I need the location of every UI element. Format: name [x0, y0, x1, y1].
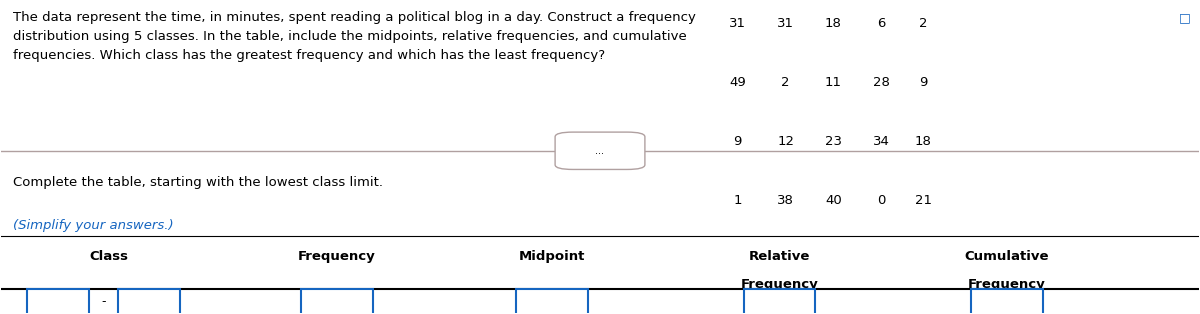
Text: 40: 40	[826, 194, 842, 207]
Text: 0: 0	[877, 194, 886, 207]
FancyBboxPatch shape	[971, 290, 1043, 314]
Text: 31: 31	[730, 17, 746, 30]
Text: 31: 31	[778, 17, 794, 30]
Text: Class: Class	[90, 250, 128, 263]
Text: 2: 2	[781, 76, 790, 89]
Text: 49: 49	[730, 76, 746, 89]
Text: (Simplify your answers.): (Simplify your answers.)	[13, 219, 174, 232]
Text: 1: 1	[733, 194, 742, 207]
Text: Frequency: Frequency	[968, 279, 1046, 291]
Text: 6: 6	[877, 17, 886, 30]
Text: Midpoint: Midpoint	[518, 250, 586, 263]
FancyBboxPatch shape	[744, 290, 816, 314]
Text: 9: 9	[919, 76, 928, 89]
FancyBboxPatch shape	[301, 290, 372, 314]
Text: 38: 38	[778, 194, 794, 207]
Text: -: -	[101, 295, 106, 308]
Text: 23: 23	[824, 135, 842, 148]
Text: 2: 2	[919, 17, 928, 30]
Text: 28: 28	[872, 76, 889, 89]
Text: Cumulative: Cumulative	[965, 250, 1049, 263]
Text: 18: 18	[826, 17, 842, 30]
Text: The data represent the time, in minutes, spent reading a political blog in a day: The data represent the time, in minutes,…	[13, 11, 696, 62]
Text: ...: ...	[595, 146, 605, 156]
Text: 12: 12	[778, 135, 794, 148]
FancyBboxPatch shape	[556, 132, 644, 170]
Text: Frequency: Frequency	[298, 250, 376, 263]
Text: 9: 9	[733, 135, 742, 148]
FancyBboxPatch shape	[516, 290, 588, 314]
Text: 34: 34	[872, 135, 889, 148]
Text: Complete the table, starting with the lowest class limit.: Complete the table, starting with the lo…	[13, 176, 383, 189]
Text: 18: 18	[914, 135, 931, 148]
FancyBboxPatch shape	[118, 290, 180, 314]
Text: □: □	[1178, 11, 1190, 24]
Text: 21: 21	[914, 194, 931, 207]
FancyBboxPatch shape	[26, 290, 89, 314]
Text: Frequency: Frequency	[740, 279, 818, 291]
Text: 11: 11	[824, 76, 842, 89]
Text: Relative: Relative	[749, 250, 810, 263]
